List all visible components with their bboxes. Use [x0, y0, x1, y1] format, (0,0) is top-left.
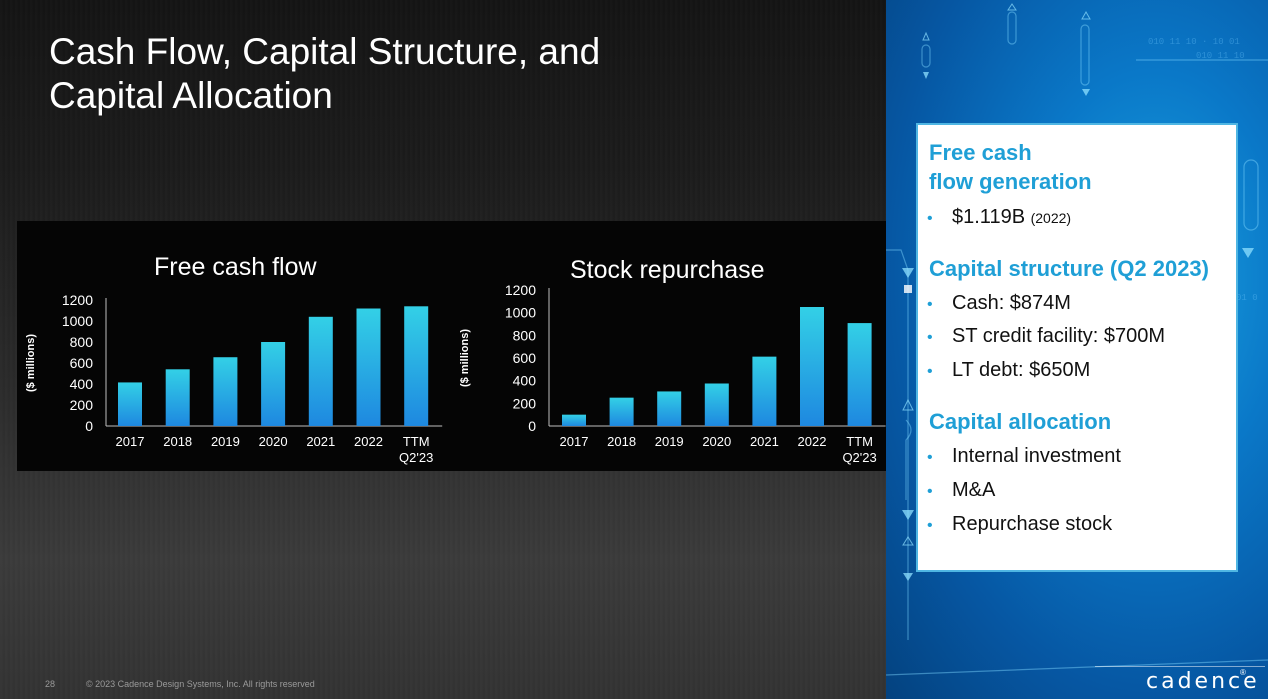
bar [800, 307, 824, 426]
bullet-text: $1.119B [952, 206, 1026, 228]
x-tick-label: 2017 [560, 434, 589, 449]
bullet-icon: • [927, 329, 933, 346]
x-tick-label: 2021 [750, 434, 779, 449]
bar [213, 357, 238, 426]
y-axis-label: ($ millions) [25, 334, 37, 392]
bar-charts: 0 200 400 600 800 1000 1200 ($ millions) 2017 201… [25, 282, 886, 465]
section-heading-capital-allocation: Capital allocation [929, 407, 1111, 436]
bullet-icon: • [927, 210, 933, 227]
heading-line: flow generation [929, 169, 1092, 194]
x-tick-label: 2022 [354, 434, 383, 449]
bullet-icon: • [927, 483, 933, 500]
x-tick-label: 2022 [798, 434, 827, 449]
bullet-icon: • [927, 363, 933, 380]
y-tick-label: 600 [513, 350, 537, 366]
slide-title: Cash Flow, Capital Structure, and Capita… [49, 30, 769, 118]
x-tick-label: 2019 [211, 434, 240, 449]
logo-divider [1095, 666, 1265, 667]
copyright-text: © 2023 Cadence Design Systems, Inc. All … [86, 679, 315, 689]
section-heading-capital-structure: Capital structure (Q2 2023) [929, 254, 1209, 283]
x-tick-label: 2018 [607, 434, 636, 449]
x-tick-label: Q2'23 [399, 450, 433, 465]
bullet-repurchase-stock: • Repurchase stock [927, 511, 1112, 539]
bullet-note: (2022) [1030, 210, 1072, 226]
slide-title-line-2: Capital Allocation [49, 75, 333, 116]
y-tick-label: 400 [70, 376, 94, 392]
bullet-fcf-value: • $1.119B (2022) [927, 204, 1071, 232]
svg-text:01 0: 01 0 [1236, 293, 1258, 303]
bullet-icon: • [927, 296, 933, 313]
charts-panel: Free cash flow Stock repurchase 0 200 400 6… [17, 221, 886, 471]
y-tick-label: 0 [528, 418, 536, 434]
bullet-text: Internal investment [952, 445, 1121, 467]
bullet-cash: • Cash: $874M [927, 290, 1071, 318]
y-tick-label: 600 [70, 355, 94, 371]
x-tick-label: 2021 [306, 434, 335, 449]
bar [261, 342, 286, 426]
x-tick-label: 2020 [702, 434, 731, 449]
x-tick-label: 2019 [655, 434, 684, 449]
y-tick-label: 1000 [505, 305, 536, 321]
heading-line: Capital structure (Q2 2023) [929, 256, 1209, 281]
y-tick-label: 0 [85, 418, 93, 434]
heading-line: Capital allocation [929, 409, 1112, 434]
y-tick-label: 1200 [62, 292, 93, 308]
chart-title-stock-repurchase: Stock repurchase [570, 256, 765, 284]
bar [308, 316, 333, 426]
y-tick-label: 200 [70, 397, 94, 413]
bullet-st-credit: • ST credit facility: $700M [927, 323, 1165, 351]
chart-title-free-cash-flow: Free cash flow [154, 253, 317, 281]
registered-mark: ® [1240, 668, 1246, 677]
svg-text:010 11 10: 010 11 10 [1196, 51, 1245, 61]
bullet-text: ST credit facility: $700M [952, 325, 1166, 347]
y-tick-label: 1000 [62, 313, 93, 329]
y-tick-label: 400 [513, 373, 537, 389]
cadence-logo: cadence [1146, 669, 1260, 694]
heading-line: Free cash [929, 140, 1032, 165]
y-tick-label: 1200 [505, 282, 536, 298]
bullet-icon: • [927, 449, 933, 466]
svg-text:010 11 10 · 10 01: 010 11 10 · 10 01 [1148, 37, 1240, 47]
y-axis-label: ($ millions) [459, 329, 471, 387]
bullet-icon: • [927, 517, 933, 534]
bar [404, 306, 429, 426]
bar [847, 323, 872, 426]
bar [609, 397, 634, 426]
section-heading-free-cash-flow: Free cash flow generation [929, 138, 1092, 196]
x-tick-label: Q2'23 [842, 450, 876, 465]
bar [562, 414, 586, 426]
bullet-m-and-a: • M&A [927, 477, 995, 505]
circuit-decoration: 010 11 10 · 10 01 010 11 10 01 0 [886, 3, 1268, 676]
bar [356, 308, 381, 426]
bar [752, 356, 777, 426]
bullet-lt-debt: • LT debt: $650M [927, 357, 1090, 385]
x-tick-label: 2020 [259, 434, 288, 449]
bullet-text: Repurchase stock [952, 513, 1113, 535]
x-tick-label: 2018 [163, 434, 192, 449]
bullet-internal-investment: • Internal investment [927, 443, 1121, 471]
x-tick-label: TTM [403, 434, 430, 449]
bullet-text: Cash: $874M [952, 292, 1071, 314]
key-points-box: Free cash flow generation • $1.119B (2022… [916, 123, 1238, 572]
x-tick-label: TTM [846, 434, 873, 449]
x-tick-label: 2017 [116, 434, 145, 449]
bar [704, 383, 729, 426]
slide-title-line-1: Cash Flow, Capital Structure, and [49, 31, 601, 72]
bar [165, 369, 190, 426]
y-tick-label: 800 [513, 327, 537, 343]
bar [118, 382, 142, 426]
bar [657, 391, 682, 426]
bullet-text: M&A [952, 479, 996, 501]
y-tick-label: 200 [513, 395, 537, 411]
bullet-text: LT debt: $650M [952, 359, 1091, 381]
y-tick-label: 800 [70, 334, 94, 350]
page-number: 28 [45, 679, 56, 689]
